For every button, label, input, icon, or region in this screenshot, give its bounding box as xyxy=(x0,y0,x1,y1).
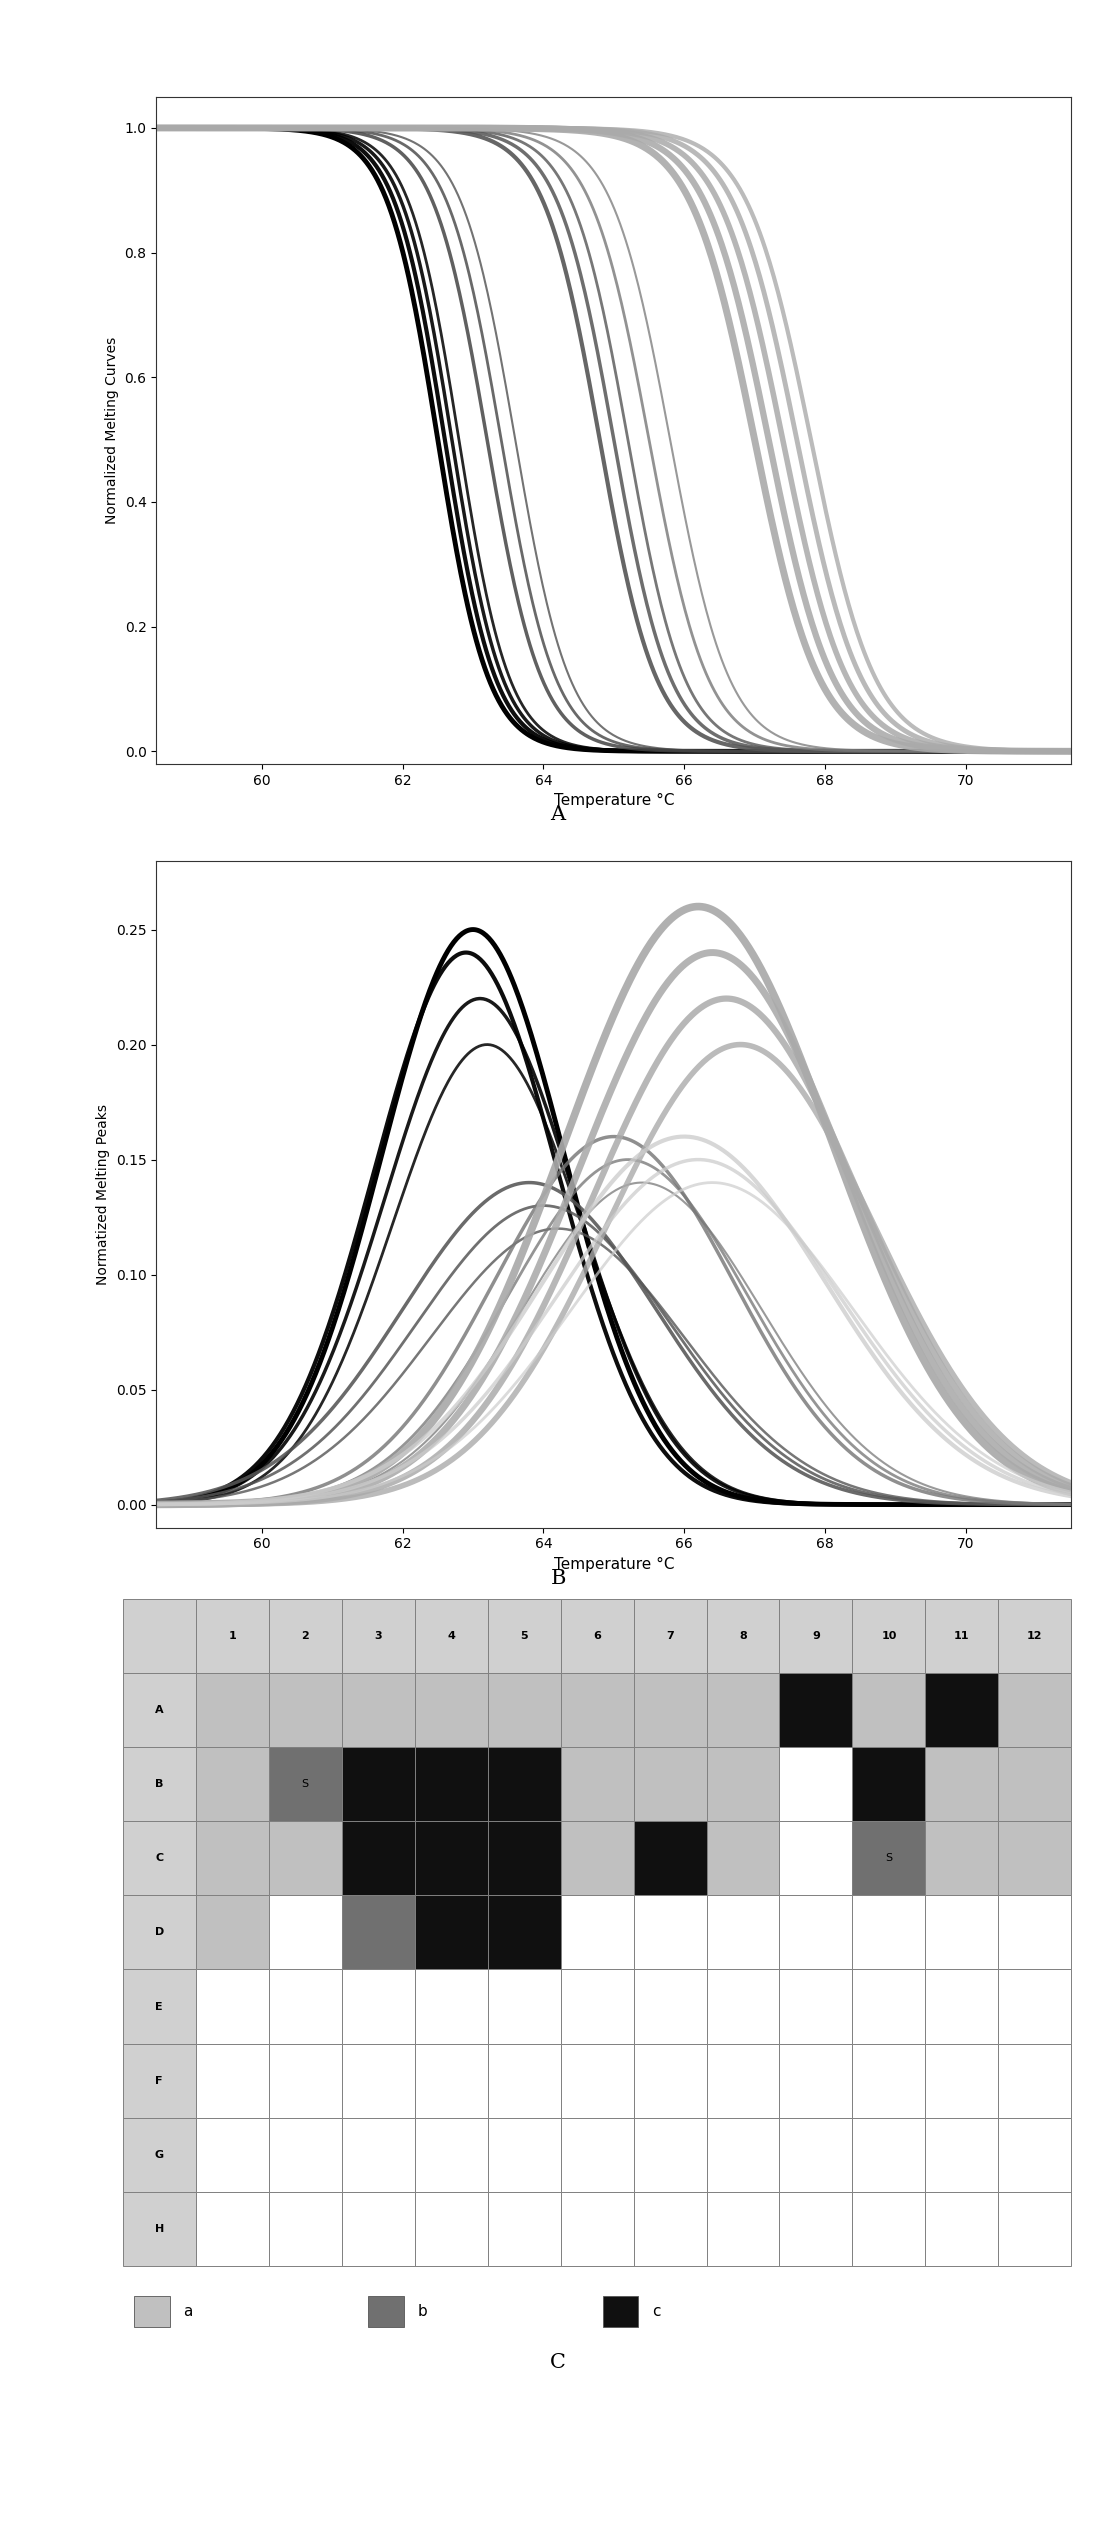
Text: 9: 9 xyxy=(812,1632,820,1642)
Text: c: c xyxy=(652,2304,661,2319)
Text: B: B xyxy=(550,1568,566,1589)
Text: G: G xyxy=(155,2149,164,2159)
Text: 7: 7 xyxy=(666,1632,674,1642)
Text: H: H xyxy=(155,2223,164,2233)
Text: S: S xyxy=(885,1853,893,1864)
Text: D: D xyxy=(155,1927,164,1938)
Text: S: S xyxy=(301,1780,309,1790)
Text: B: B xyxy=(155,1780,163,1790)
Text: C: C xyxy=(155,1853,163,1864)
X-axis label: Temperature °C: Temperature °C xyxy=(554,1556,674,1571)
Text: A: A xyxy=(155,1706,164,1716)
Text: E: E xyxy=(155,2001,163,2011)
Text: 10: 10 xyxy=(882,1632,896,1642)
Y-axis label: Normatized Melting Peaks: Normatized Melting Peaks xyxy=(96,1102,110,1286)
Y-axis label: Normalized Melting Curves: Normalized Melting Curves xyxy=(105,336,119,524)
Text: F: F xyxy=(155,2075,163,2085)
Text: 12: 12 xyxy=(1027,1632,1042,1642)
Text: 6: 6 xyxy=(593,1632,602,1642)
Text: 3: 3 xyxy=(374,1632,382,1642)
X-axis label: Temperature °C: Temperature °C xyxy=(554,792,674,807)
Text: a: a xyxy=(183,2304,192,2319)
Text: 11: 11 xyxy=(954,1632,970,1642)
Text: 8: 8 xyxy=(739,1632,747,1642)
Text: 1: 1 xyxy=(229,1632,237,1642)
Text: 4: 4 xyxy=(448,1632,455,1642)
Text: 5: 5 xyxy=(520,1632,528,1642)
Text: b: b xyxy=(417,2304,427,2319)
Text: 2: 2 xyxy=(301,1632,309,1642)
Text: C: C xyxy=(550,2353,566,2373)
Text: A: A xyxy=(550,805,566,825)
